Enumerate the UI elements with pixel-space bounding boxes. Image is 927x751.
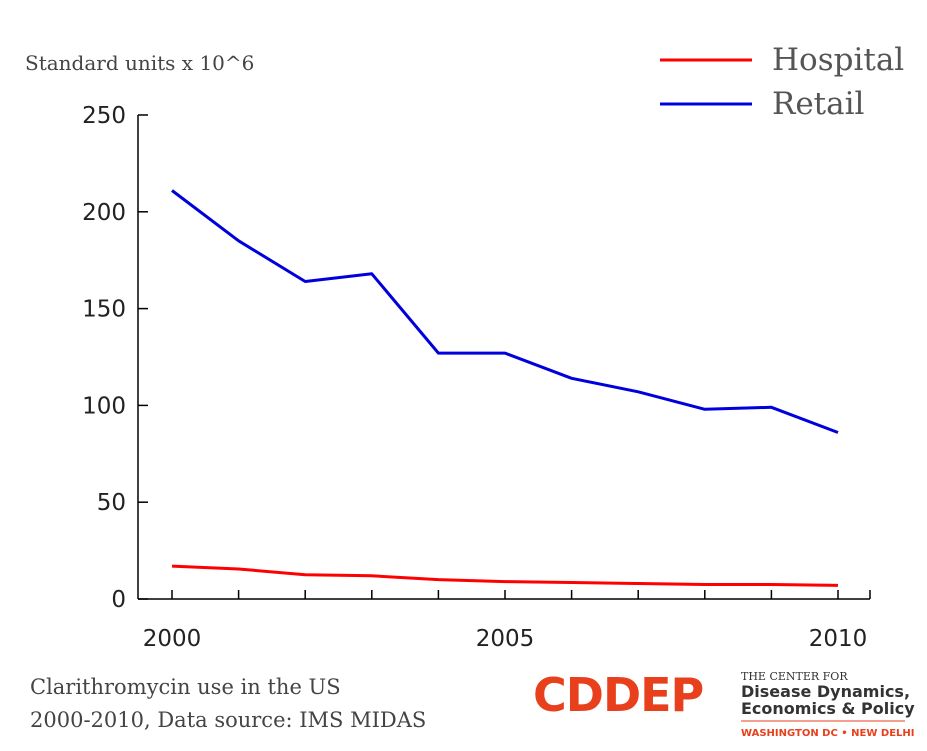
logo-line-2: Disease Dynamics, bbox=[741, 682, 910, 701]
legend-label-retail: Retail bbox=[772, 86, 864, 122]
x-tick-label: 2000 bbox=[143, 626, 202, 652]
y-tick-label: 200 bbox=[82, 200, 126, 226]
y-tick-label: 150 bbox=[82, 297, 126, 323]
legend: Hospital Retail bbox=[660, 42, 904, 122]
logo-line-3: Economics & Policy bbox=[741, 699, 915, 718]
y-tick-label: 100 bbox=[82, 393, 126, 419]
logo-line-1: THE CENTER FOR bbox=[741, 670, 848, 683]
series-line-retail bbox=[171, 189, 839, 434]
y-tick-label: 0 bbox=[111, 587, 126, 613]
y-axis-label: Standard units x 10^6 bbox=[25, 51, 254, 75]
y-tick-label: 50 bbox=[97, 490, 126, 516]
caption-line-1: Clarithromycin use in the US bbox=[30, 675, 341, 699]
x-ticks: 2000 2005 2010 bbox=[143, 590, 868, 652]
logo-wordmark: CDDEP bbox=[533, 668, 703, 722]
y-ticks: 0 50 100 150 200 250 bbox=[82, 103, 148, 613]
x-tick-label: 2010 bbox=[809, 626, 868, 652]
axes bbox=[137, 115, 871, 600]
logo-line-4: WASHINGTON DC • NEW DELHI bbox=[741, 728, 915, 739]
caption-line-2: 2000-2010, Data source: IMS MIDAS bbox=[30, 708, 426, 732]
legend-label-hospital: Hospital bbox=[772, 42, 904, 78]
series-line-hospital bbox=[171, 564, 839, 587]
series-lines bbox=[171, 189, 839, 587]
y-tick-label: 250 bbox=[82, 103, 126, 129]
cddep-logo: CDDEP THE CENTER FOR Disease Dynamics, E… bbox=[533, 668, 915, 739]
x-tick-label: 2005 bbox=[476, 626, 535, 652]
